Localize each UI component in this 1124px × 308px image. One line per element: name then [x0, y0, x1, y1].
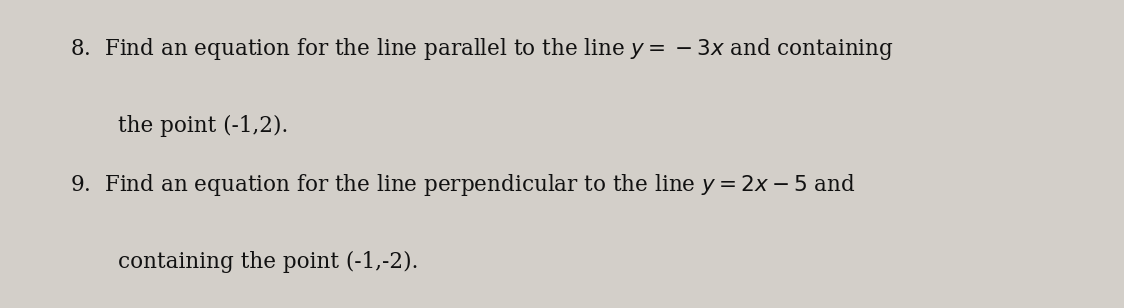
- Text: 8.  Find an equation for the line parallel to the line $y = -3x$ and containing: 8. Find an equation for the line paralle…: [70, 36, 894, 63]
- Text: the point (-1,2).: the point (-1,2).: [118, 116, 288, 137]
- Text: containing the point (-1,-2).: containing the point (-1,-2).: [118, 251, 418, 273]
- Text: 9.  Find an equation for the line perpendicular to the line $y = 2x - 5$ and: 9. Find an equation for the line perpend…: [70, 172, 855, 198]
